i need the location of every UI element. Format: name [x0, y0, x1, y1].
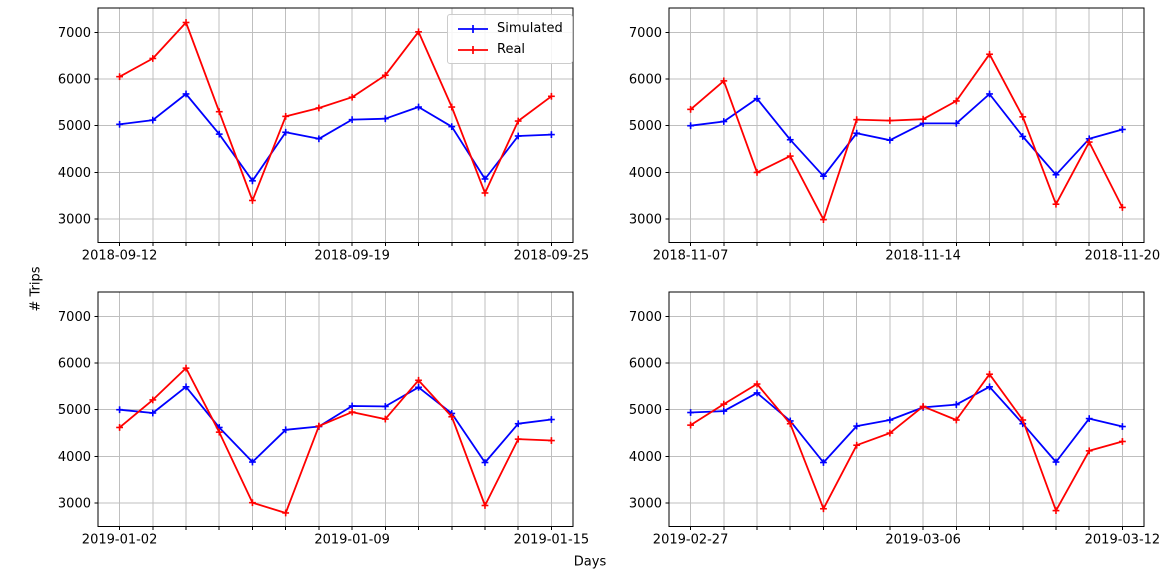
svg-text:3000: 3000	[629, 497, 662, 512]
svg-text:4000: 4000	[629, 450, 662, 465]
svg-text:2019-03-12: 2019-03-12	[1085, 533, 1161, 548]
svg-text:2018-09-12: 2018-09-12	[82, 249, 158, 264]
svg-text:6000: 6000	[58, 357, 91, 372]
svg-text:4000: 4000	[58, 166, 91, 181]
svg-text:7000: 7000	[629, 310, 662, 325]
svg-text:5000: 5000	[629, 403, 662, 418]
legend-item-simulated: Simulated	[457, 19, 563, 38]
svg-text:5000: 5000	[58, 403, 91, 418]
subplot-bottom-left: 3000 4000 5000 6000 7000 2019-01-02 2019-01-09…	[58, 291, 590, 548]
legend-label-simulated: Simulated	[497, 21, 563, 36]
svg-text:3000: 3000	[629, 213, 662, 228]
svg-text:4000: 4000	[629, 166, 662, 181]
svg-text:2019-01-15: 2019-01-15	[514, 533, 590, 548]
legend: Simulated Real	[447, 14, 573, 64]
subplot-top-right: 3000 4000 5000 6000 7000 2018-11-07 2018-11-14…	[629, 7, 1161, 264]
svg-text:3000: 3000	[58, 213, 91, 228]
svg-text:2018-09-19: 2018-09-19	[314, 249, 390, 264]
real-line-icon	[458, 45, 488, 54]
svg-text:2018-11-07: 2018-11-07	[653, 249, 729, 264]
svg-text:2019-03-06: 2019-03-06	[885, 533, 961, 548]
legend-label-real: Real	[497, 42, 526, 57]
legend-item-real: Real	[457, 40, 563, 59]
svg-text:2019-01-09: 2019-01-09	[314, 533, 390, 548]
svg-text:2018-09-25: 2018-09-25	[514, 249, 590, 264]
svg-text:2018-11-20: 2018-11-20	[1085, 249, 1161, 264]
x-axis-label: Days	[573, 554, 607, 570]
svg-text:6000: 6000	[58, 73, 91, 88]
svg-text:2018-11-14: 2018-11-14	[885, 249, 961, 264]
svg-text:7000: 7000	[58, 310, 91, 325]
svg-text:4000: 4000	[58, 450, 91, 465]
svg-text:2019-02-27: 2019-02-27	[653, 533, 729, 548]
svg-text:5000: 5000	[58, 119, 91, 134]
subplot-bottom-right: 3000 4000 5000 6000 7000 2019-02-27 2019-03-06…	[629, 291, 1161, 548]
simulated-line-icon	[458, 24, 488, 33]
svg-text:7000: 7000	[629, 26, 662, 41]
svg-text:6000: 6000	[629, 357, 662, 372]
svg-text:3000: 3000	[58, 497, 91, 512]
svg-text:2019-01-02: 2019-01-02	[82, 533, 158, 548]
svg-text:6000: 6000	[629, 73, 662, 88]
svg-text:5000: 5000	[629, 119, 662, 134]
y-axis-label: # Trips	[28, 266, 44, 312]
svg-text:7000: 7000	[58, 26, 91, 41]
